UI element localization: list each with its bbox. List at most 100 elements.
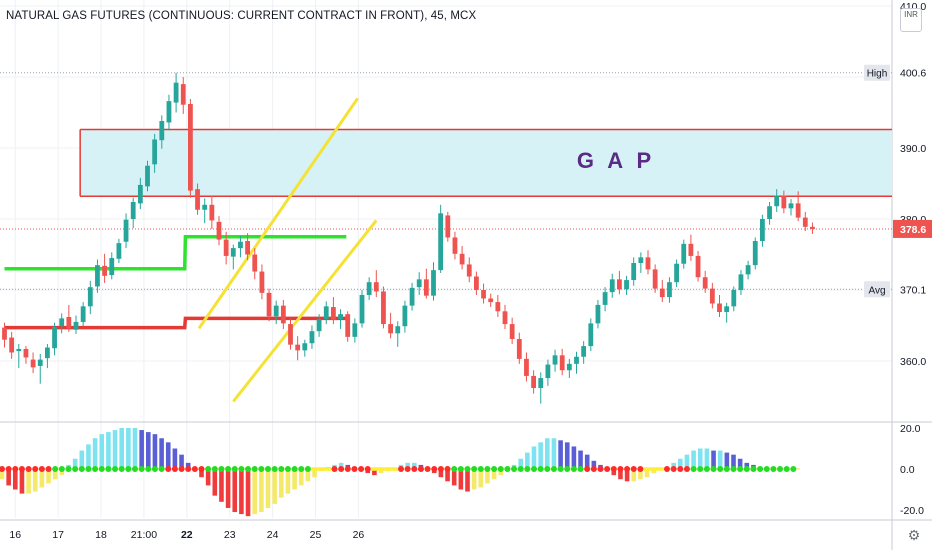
candle-body — [702, 277, 708, 289]
candle-body — [109, 258, 115, 276]
zero-cross-dot — [377, 467, 385, 471]
zero-cross-dot — [617, 466, 624, 472]
candle-body — [16, 348, 22, 352]
zero-cross-dot — [231, 466, 238, 472]
candle-body — [724, 306, 730, 313]
candle-body — [37, 359, 43, 366]
histogram-bar — [458, 469, 464, 490]
x-tick-label: 21:00 — [131, 529, 157, 541]
histogram-bar — [558, 440, 563, 469]
zero-cross-dot — [584, 466, 591, 472]
candle-body — [545, 364, 551, 379]
histogram-bar — [644, 469, 650, 478]
candle-body — [624, 280, 629, 290]
histogram-bar — [744, 462, 750, 469]
candle-body — [116, 243, 122, 259]
price-marker-tag-label: Avg — [868, 285, 885, 296]
osc-y-tick-label: 0.0 — [900, 464, 915, 476]
zero-cross-dot — [364, 466, 371, 472]
candle-body — [602, 292, 608, 305]
histogram-bar — [412, 462, 417, 469]
histogram-bar — [79, 450, 85, 469]
candle-body — [674, 263, 679, 283]
histogram-bar — [578, 450, 583, 469]
zero-cross-dot — [258, 466, 265, 472]
zero-cross-dot — [384, 467, 391, 471]
candle-body — [130, 201, 136, 219]
candle-body — [738, 274, 744, 290]
histogram-bar — [59, 469, 65, 476]
candle-body — [495, 302, 501, 312]
zero-cross-dot — [58, 466, 65, 472]
candle-body — [681, 243, 687, 264]
level-line — [4, 316, 347, 330]
candle-body — [459, 253, 465, 265]
histogram-bar — [39, 469, 45, 488]
zero-cross-dot — [338, 466, 345, 472]
gear-icon[interactable]: ⚙ — [908, 527, 921, 543]
candle-body — [152, 139, 158, 165]
histogram-bar — [305, 469, 311, 482]
candle-body — [373, 282, 379, 292]
zero-cross-dot — [278, 466, 285, 472]
candle-body — [431, 270, 436, 296]
histogram-bar — [711, 450, 716, 469]
currency-button[interactable]: INR — [900, 8, 922, 32]
histogram-bar — [292, 469, 297, 490]
candle-body — [87, 287, 93, 307]
candle-body — [331, 307, 336, 320]
zero-cross-dot — [118, 466, 125, 472]
candle-body — [810, 226, 815, 229]
zero-cross-dot — [0, 466, 5, 472]
histogram-bar — [538, 442, 543, 469]
candle-body — [395, 326, 401, 334]
candle-body — [123, 219, 129, 242]
zero-cross-dot — [331, 466, 338, 472]
candle-body — [531, 375, 536, 388]
candle-body — [366, 282, 372, 295]
histogram-bar — [72, 458, 78, 469]
price-marker-value-bg — [893, 63, 932, 82]
candle-body — [259, 271, 265, 293]
zero-cross-dot — [265, 466, 271, 472]
candle-body — [760, 219, 765, 242]
zero-cross-dot — [743, 466, 750, 472]
histogram-bar — [498, 469, 504, 476]
zero-cross-dot — [38, 466, 45, 472]
candle-body — [402, 305, 408, 327]
last-price-badge — [893, 219, 932, 238]
histogram-bar — [245, 469, 251, 517]
zero-cross-dot — [112, 466, 119, 472]
zero-cross-dot — [737, 466, 744, 472]
zero-cross-dot — [411, 466, 418, 472]
candle-body — [338, 314, 343, 320]
histogram-bar — [704, 448, 710, 469]
histogram-bar — [624, 469, 630, 482]
zero-cross-dot — [544, 466, 551, 472]
histogram-bar — [485, 469, 490, 484]
zero-cross-dot — [464, 466, 471, 472]
candle-body — [438, 213, 444, 271]
histogram-bar — [285, 469, 291, 494]
zero-cross-dot — [18, 466, 25, 472]
zero-cross-dot — [703, 466, 710, 472]
candle-body — [631, 263, 637, 281]
candle-body — [23, 348, 29, 358]
candle-body — [709, 288, 715, 304]
histogram-bar — [471, 469, 477, 490]
zero-cross-dot — [85, 466, 92, 472]
histogram-bar — [618, 469, 623, 480]
zero-cross-dot — [52, 466, 59, 472]
price-marker-tag-label: High — [867, 69, 888, 80]
candle-body — [202, 204, 208, 210]
chart-title: NATURAL GAS FUTURES (CONTINUOUS: CURRENT… — [6, 10, 477, 22]
zero-cross-dot — [690, 466, 697, 472]
histogram-bar — [651, 469, 656, 474]
candle-body — [416, 279, 422, 288]
candle-body — [788, 203, 794, 209]
candle-body — [659, 288, 665, 298]
histogram-bar — [52, 469, 58, 480]
zero-cross-dot — [358, 466, 365, 472]
zero-cross-dot — [371, 467, 378, 471]
